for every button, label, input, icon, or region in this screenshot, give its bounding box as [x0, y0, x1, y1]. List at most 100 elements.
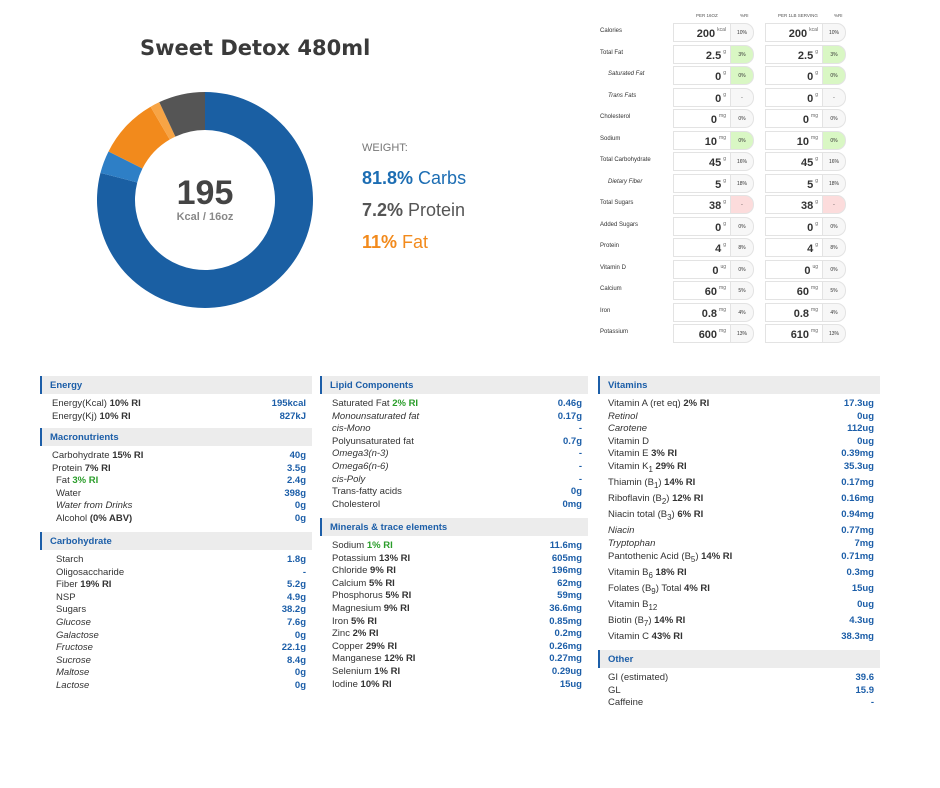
nutrient-value: 15.9 — [855, 684, 875, 696]
facts-row-label: Potassium — [600, 329, 629, 335]
ri-per-1lb: 3% — [822, 44, 846, 64]
donut-slice-2 — [108, 106, 170, 169]
nutrient-value: 0mg — [562, 498, 582, 510]
nutrient-item: Vitamin A (ret eq) 2% RI 17.3ug — [598, 398, 874, 411]
nutrition-facts-table: PER 16OZ %RI PER 1LB SERVING %RI Calorie… — [598, 10, 860, 345]
nutrient-name: Cholesterol — [332, 498, 381, 510]
weight-label: WEIGHT: — [362, 142, 408, 154]
nutrient-value: 0.26mg — [549, 640, 582, 652]
unit-label: g — [815, 242, 818, 248]
facts-row: Iron 0.8 mg 4% 0.8 mg 4% — [598, 302, 860, 324]
nutrient-item: Pantothenic Acid (B5) 14% RI 0.71mg — [598, 551, 874, 564]
facts-row: Sodium 10 mg 0% 10 mg 0% — [598, 130, 860, 152]
nutrient-name: Chloride 9% RI — [332, 565, 396, 577]
value-per-1lb: 610 mg — [765, 324, 822, 343]
nutrient-item: Selenium 1% RI 0.29ug — [320, 666, 582, 679]
facts-row-label: Protein — [600, 243, 620, 249]
nutrient-item: Potassium 13% RI 605mg — [320, 553, 582, 566]
nutrient-value: - — [302, 566, 306, 578]
nutrient-name: Omega6(n-6) — [332, 461, 389, 472]
nutrient-value: 17.3ug — [843, 398, 874, 409]
nutrient-item: Sucrose 8.4g — [40, 655, 306, 668]
value-per-16oz: 0 ug — [673, 259, 730, 279]
nutrient-name: Maltose — [56, 667, 90, 679]
nutrient-name: Retinol — [608, 410, 638, 422]
nutrient-value: 0.2mg — [554, 628, 582, 640]
ri-per-1lb: - — [822, 87, 846, 107]
nutrient-item: cis-Mono - — [320, 423, 582, 436]
nutrient-item: Niacin 0.77mg — [598, 525, 874, 538]
nutrient-item: Magnesium 9% RI 36.6mg — [320, 603, 582, 616]
nutrient-name: Lactose — [56, 680, 90, 691]
nutrient-value: 22.1g — [281, 642, 306, 654]
nutrient-item: Retinol 0ug — [598, 411, 874, 424]
nutrient-name: Manganese 12% RI — [332, 653, 416, 665]
nutrient-value: 0g — [294, 500, 306, 512]
nutrient-value: 0g — [570, 486, 582, 498]
nutrient-name: Vitamin C 43% RI — [608, 631, 683, 643]
ri-per-1lb: 10% — [822, 23, 846, 42]
nutrient-name: Water from Drinks — [56, 500, 133, 512]
nutrient-value: 39.6 — [855, 672, 875, 683]
section-header-energy: Energy — [40, 376, 312, 394]
nutrient-name: Selenium 1% RI — [332, 666, 401, 677]
ri-per-1lb: 5% — [822, 281, 846, 300]
nutrient-name: GI (estimated) — [608, 672, 669, 683]
nutrient-name: Carotene — [608, 423, 648, 435]
facts-row-label: Iron — [600, 307, 611, 314]
unit-label: g — [723, 156, 726, 162]
value-per-1lb: 10 mg — [765, 130, 822, 150]
nutrient-item: Protein 7% RI 3.5g — [40, 463, 306, 476]
legend-item-fat: 11% Fat — [362, 232, 428, 253]
ri-per-16oz: 8% — [730, 238, 754, 257]
nutrient-item: Trans-fatty acids 0g — [320, 486, 582, 499]
value-per-16oz: 10 mg — [673, 130, 730, 150]
nutrient-name: Fructose — [56, 642, 93, 654]
nutrient-name: GL — [608, 684, 621, 696]
nutrient-name: Vitamin K1 29% RI — [608, 461, 687, 474]
macro-donut-chart — [97, 92, 313, 308]
ri-per-16oz: - — [730, 195, 754, 214]
value-per-1lb: 0.8 mg — [765, 302, 822, 322]
nutrient-name: Calcium 5% RI — [332, 577, 395, 589]
nutrient-name: Vitamin B6 18% RI — [608, 566, 687, 580]
unit-label: kcal — [717, 27, 726, 33]
ri-per-16oz: 0% — [730, 130, 754, 150]
nutrient-value: 0ug — [857, 410, 874, 422]
facts-row: Calcium 60 mg 5% 60 mg 5% — [598, 280, 860, 302]
nutrient-item: NSP 4.9g — [40, 592, 306, 605]
nutrient-value: 0.39mg — [841, 448, 874, 460]
ri-per-1lb: 0% — [822, 109, 846, 128]
page-title: Sweet Detox 480ml — [140, 36, 371, 60]
nutrient-value: 0.85mg — [549, 615, 582, 627]
nutrient-name: Folates (B9) Total 4% RI — [608, 582, 710, 596]
value-per-16oz: 0.8 mg — [673, 302, 730, 322]
ri-per-16oz: 0% — [730, 66, 754, 85]
facts-row: Cholesterol 0 mg 0% 0 mg 0% — [598, 108, 860, 130]
unit-label: g — [723, 220, 726, 227]
nutrient-value: 59mg — [557, 590, 582, 602]
unit-label: mg — [719, 285, 726, 291]
nutrient-item: GL 15.9 — [598, 685, 874, 698]
nutrient-item: Niacin total (B3) 6% RI 0.94mg — [598, 509, 874, 522]
facts-row: Saturated Fat 0 g 0% 0 g 0% — [598, 65, 860, 87]
section-header-lipid-components: Lipid Components — [320, 376, 588, 394]
nutrient-value: 0g — [294, 680, 306, 691]
facts-row-label: Dietary Fiber — [608, 178, 643, 185]
nutrient-name: Omega3(n-3) — [332, 448, 389, 460]
nutrient-name: Trans-fatty acids — [332, 486, 402, 498]
nutrient-name: Fiber 19% RI — [56, 579, 112, 591]
nutrient-item: Alcohol (0% ABV) 0g — [40, 513, 306, 526]
nutrient-item: Vitamin E 3% RI 0.39mg — [598, 448, 874, 461]
nutrient-item: Phosphorus 5% RI 59mg — [320, 590, 582, 603]
ri-per-1lb: 18% — [822, 173, 846, 193]
facts-row-label: Added Sugars — [600, 221, 639, 228]
facts-row-label: Sodium — [600, 135, 621, 142]
facts-row: Trans Fats 0 g -0 g - — [598, 87, 860, 109]
nutrient-item: Vitamin K1 29% RI 35.3ug — [598, 461, 874, 474]
nutrient-name: Caffeine — [608, 697, 644, 709]
nutrient-item: Biotin (B7) 14% RI 4.3ug — [598, 615, 874, 628]
